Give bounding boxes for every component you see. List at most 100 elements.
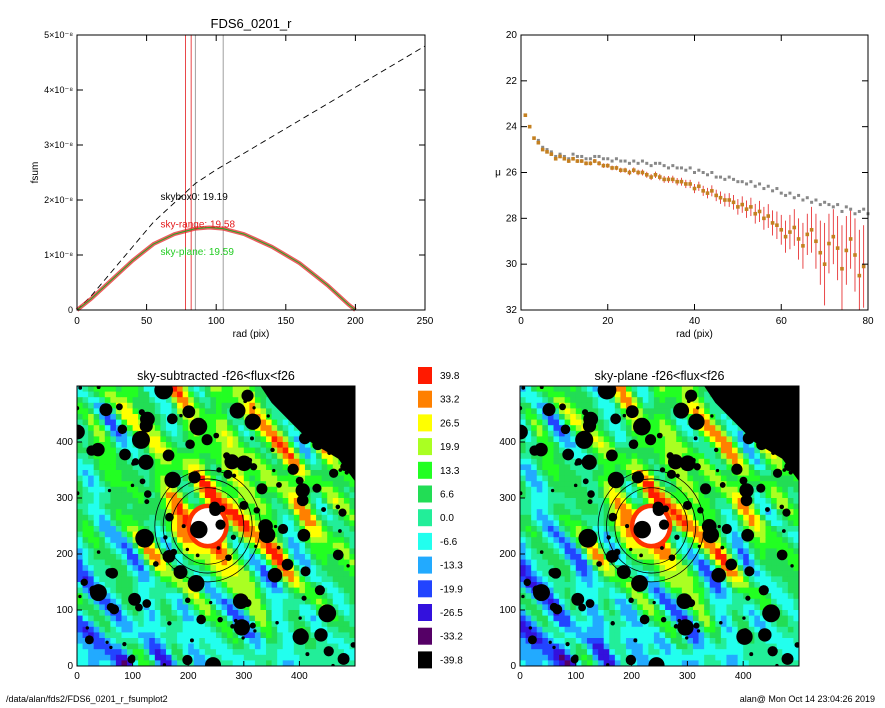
fsum-annotation-2: sky-plane: 19.59 bbox=[161, 247, 235, 258]
map1-mask-blob bbox=[106, 602, 116, 612]
mu-point-grey bbox=[714, 175, 718, 179]
map1-mask-blob bbox=[338, 508, 347, 517]
map1-mask-blob bbox=[276, 545, 281, 550]
mu-point-grey bbox=[775, 187, 779, 191]
mu-ytick-label: 24 bbox=[506, 122, 518, 133]
map2-mask-blob bbox=[633, 638, 638, 643]
mu-point-grey bbox=[684, 168, 688, 172]
map1-mask-blob bbox=[215, 519, 226, 530]
colorbar-label: -33.2 bbox=[440, 632, 463, 643]
mu-point-grey bbox=[575, 154, 579, 158]
map1-mask-blob bbox=[185, 547, 190, 552]
mu-point-grey bbox=[653, 161, 657, 165]
map2-mask-blob bbox=[714, 447, 719, 453]
map2-mask-blob bbox=[679, 455, 696, 472]
map1-mask-blob bbox=[99, 403, 113, 417]
map2-mask-blob bbox=[607, 471, 625, 489]
map2-mask-blob bbox=[639, 417, 648, 426]
map2-mask-blob bbox=[625, 405, 639, 419]
map1-mask-blob bbox=[115, 403, 123, 411]
map2-mask-blob bbox=[701, 519, 717, 534]
mu-point-grey bbox=[827, 203, 831, 207]
map1-mask-blob bbox=[162, 663, 167, 666]
mu-point-profile bbox=[679, 179, 684, 184]
map1-mask-blob bbox=[189, 638, 194, 643]
mu-point-profile bbox=[658, 175, 662, 179]
map2-mask-blob bbox=[715, 468, 720, 473]
map1-xtick-label: 300 bbox=[235, 671, 252, 682]
mu-point-grey bbox=[588, 157, 592, 161]
mu-point-profile bbox=[710, 189, 714, 193]
map2-mask-blob bbox=[696, 629, 701, 633]
map1-mask-blob bbox=[270, 447, 275, 453]
map2-mask-blob bbox=[779, 504, 785, 510]
mu-point-grey bbox=[805, 196, 809, 200]
mu-point-profile bbox=[549, 152, 554, 156]
map2-xtick-label: 0 bbox=[517, 671, 523, 682]
map1-mask-blob bbox=[338, 529, 342, 533]
map1-mask-blob bbox=[318, 631, 324, 636]
map1-ytick-label: 100 bbox=[56, 605, 73, 616]
map1-mask-blob bbox=[138, 454, 154, 470]
mu-point-grey bbox=[823, 200, 827, 204]
mu-point-profile bbox=[827, 241, 831, 246]
map2-mask-blob bbox=[628, 597, 634, 604]
mu-point-profile bbox=[592, 159, 597, 163]
mu-point-profile bbox=[714, 193, 718, 198]
mu-point-grey bbox=[844, 205, 848, 209]
mu-point-profile bbox=[527, 124, 532, 129]
map2-mask-blob bbox=[682, 500, 693, 510]
map1-xtick-label: 400 bbox=[291, 671, 308, 682]
map1-mask-blob bbox=[130, 483, 135, 488]
map1-mask-blob bbox=[209, 501, 221, 513]
map2-mask-blob bbox=[562, 448, 575, 461]
map1-mask-blob bbox=[195, 553, 200, 558]
mu-point-grey bbox=[571, 152, 575, 156]
map2-mask-blob bbox=[685, 636, 689, 640]
map1-mask-blob bbox=[107, 488, 112, 493]
map1-mask-blob bbox=[281, 558, 294, 571]
map2-ellipse-0 bbox=[614, 487, 688, 565]
map1-mask-blob bbox=[184, 597, 191, 604]
mu-point-profile bbox=[545, 150, 549, 154]
map2-mask-blob bbox=[520, 406, 523, 411]
mu-point-grey bbox=[849, 207, 853, 211]
map1-mask-blob bbox=[314, 585, 325, 596]
map2-mask-blob bbox=[775, 663, 779, 666]
map2-mask-blob bbox=[520, 424, 528, 440]
mu-ytick-label: 28 bbox=[506, 213, 518, 224]
colorbar-label: 13.3 bbox=[440, 466, 460, 477]
map1-mask-blob bbox=[300, 566, 311, 577]
map1-frame bbox=[76, 385, 356, 667]
map1-mask-blob bbox=[119, 448, 131, 461]
map2-mask-blob bbox=[794, 642, 799, 648]
map2-mask-blob bbox=[762, 604, 781, 623]
map1-mask-blob bbox=[135, 603, 143, 612]
map2-mask-blob bbox=[582, 478, 589, 485]
fsum-xtick-label: 50 bbox=[141, 316, 153, 327]
colorbar-swatch bbox=[418, 604, 432, 621]
map2-mask-blob bbox=[605, 449, 618, 462]
mu-point-profile bbox=[618, 168, 623, 173]
mu-point-grey bbox=[857, 209, 861, 213]
mu-point-grey bbox=[836, 203, 840, 207]
mu-point-grey bbox=[649, 164, 653, 168]
map1-mask-blob bbox=[295, 476, 304, 485]
map2-mask-blob bbox=[656, 432, 663, 439]
mu-point-profile bbox=[762, 216, 766, 221]
mu-point-grey bbox=[701, 171, 705, 174]
mu-point-grey bbox=[727, 175, 731, 179]
map2-mask-blob bbox=[652, 501, 664, 513]
map2-mask-blob bbox=[548, 640, 552, 644]
mu-point-profile bbox=[770, 221, 775, 225]
mu-point-grey bbox=[606, 157, 610, 161]
fsum-ytick-label: 1×10⁻⁸ bbox=[44, 250, 73, 260]
map2-mask-blob bbox=[742, 616, 746, 620]
colorbar-swatch bbox=[418, 627, 432, 645]
map1-mask-blob bbox=[209, 600, 213, 605]
mu-point-grey bbox=[584, 157, 588, 161]
map2-mask-blob bbox=[608, 512, 618, 522]
map1-mask-blob bbox=[135, 528, 154, 548]
mu-point-profile bbox=[640, 170, 645, 175]
map1-mask-blob bbox=[350, 642, 355, 648]
